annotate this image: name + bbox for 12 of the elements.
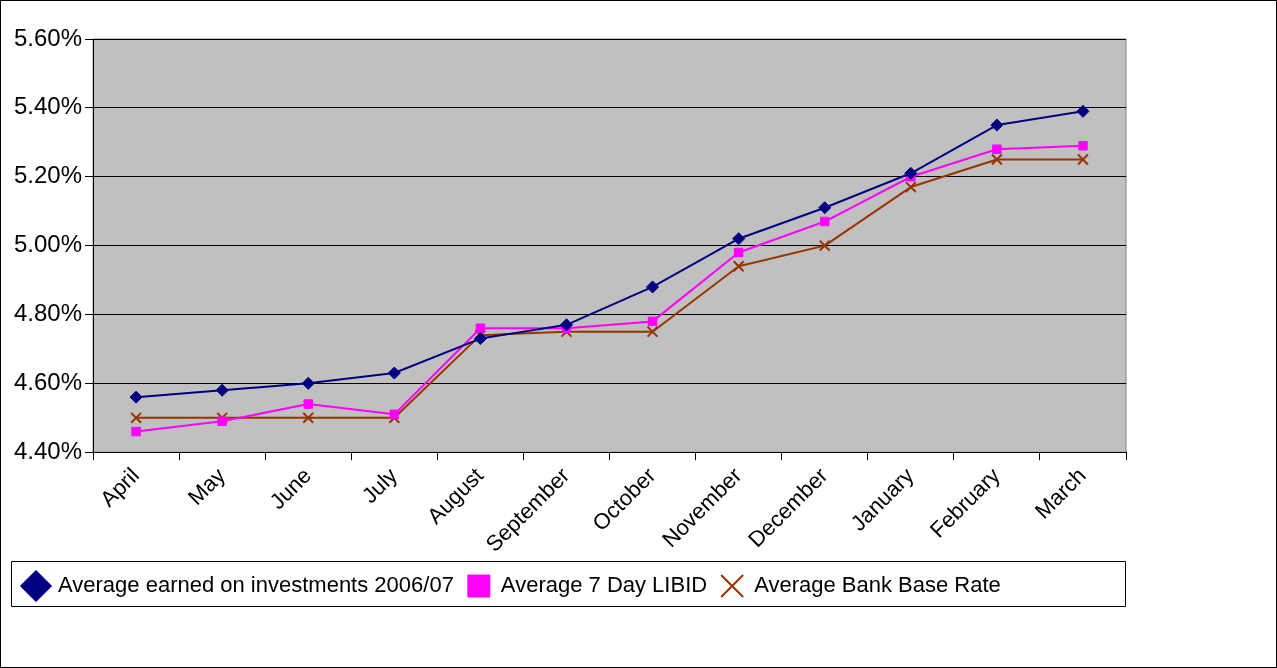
y-tick-label: 4.80% xyxy=(13,299,83,327)
y-tick-label: 5.20% xyxy=(13,161,83,189)
y-tick-label: 4.40% xyxy=(13,436,83,464)
y-tick-label: 4.60% xyxy=(13,367,83,395)
legend-label: Average Bank Base Rate xyxy=(754,572,1001,598)
y-tick-label: 5.00% xyxy=(13,230,83,258)
legend-label: Average 7 Day LIBID xyxy=(500,572,708,598)
x-tick-label: May xyxy=(182,462,230,510)
y-tick-label: 5.40% xyxy=(13,92,83,120)
legend-label: Average earned on investments 2006/07 xyxy=(58,572,454,598)
y-tick-label: 5.60% xyxy=(13,23,83,51)
x-tick-label: July xyxy=(356,462,403,509)
